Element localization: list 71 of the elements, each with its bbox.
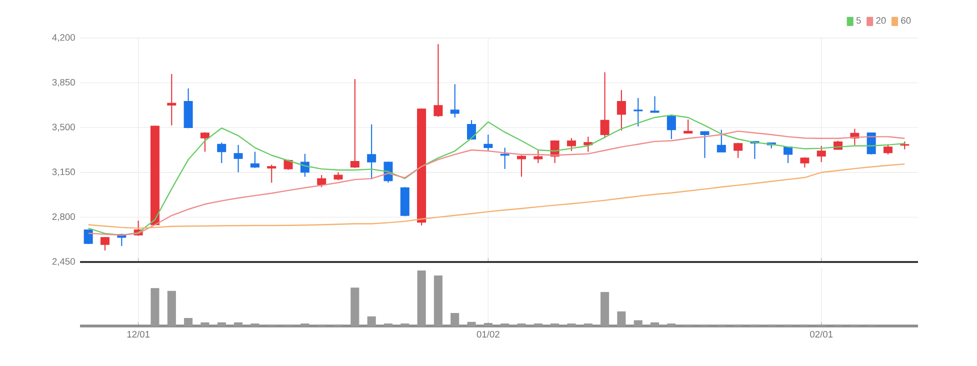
bar — [400, 324, 410, 326]
y-tick-label: 3,150 — [52, 168, 75, 176]
candlestick — [167, 73, 176, 126]
legend-label: 20 — [876, 17, 886, 24]
candlestick — [516, 154, 526, 178]
candlestick — [200, 132, 210, 152]
x-tick-label: 01/02 — [476, 330, 500, 338]
candlestick — [666, 114, 676, 140]
x-tick-label: 12/01 — [127, 330, 150, 338]
candlestick — [700, 130, 710, 158]
candlestick — [100, 236, 110, 252]
bar — [650, 322, 660, 326]
candlestick — [467, 120, 476, 140]
bar — [300, 324, 310, 326]
bar — [367, 316, 376, 326]
bar — [634, 320, 642, 326]
candlestick — [434, 44, 443, 118]
bar — [250, 324, 260, 326]
bar — [234, 322, 243, 326]
bar — [500, 324, 510, 326]
candlestick — [634, 97, 643, 127]
legend-label: 5 — [856, 17, 861, 24]
candlestick — [616, 90, 626, 132]
candlestick — [784, 146, 793, 164]
bar — [350, 288, 360, 326]
bar — [467, 322, 476, 326]
bar — [534, 324, 542, 326]
candlestick — [317, 174, 326, 188]
bar — [434, 275, 442, 326]
candlestick — [884, 144, 893, 156]
bar — [484, 322, 492, 326]
legend-label: 60 — [901, 17, 911, 24]
bar — [517, 324, 526, 326]
candlestick — [816, 145, 826, 163]
candlestick — [650, 96, 660, 114]
candlestick — [534, 150, 543, 164]
y-tick-label: 3,850 — [52, 78, 75, 87]
bar — [150, 288, 160, 326]
bar — [167, 290, 176, 326]
candlestick — [600, 72, 610, 139]
bar — [667, 324, 676, 326]
bar — [584, 324, 592, 326]
bar — [200, 322, 210, 326]
candlestick — [350, 78, 360, 168]
candlestick — [684, 118, 693, 134]
bar — [384, 324, 392, 326]
bar — [550, 324, 560, 326]
x-tick-label: 02/01 — [810, 330, 833, 338]
candlestick — [734, 142, 743, 158]
bar — [617, 311, 626, 326]
y-tick-label: 2,450 — [52, 258, 75, 266]
y-tick-label: 2,800 — [52, 213, 75, 222]
candlestick — [367, 124, 376, 180]
bar — [417, 270, 426, 326]
candlestick — [234, 144, 243, 173]
candlestick — [716, 129, 726, 153]
candlestick — [217, 142, 226, 164]
candlestick — [284, 159, 293, 170]
candlestick — [300, 153, 310, 178]
candlestick — [250, 151, 260, 168]
bar — [567, 324, 576, 326]
candlestick — [450, 84, 460, 118]
y-tick-label: 4,200 — [52, 34, 75, 42]
candlestick — [484, 134, 493, 152]
bar — [184, 318, 193, 326]
bar — [600, 292, 610, 326]
bar — [450, 313, 460, 326]
y-tick-label: 3,500 — [52, 124, 75, 132]
candlestick — [566, 138, 576, 152]
bar — [217, 322, 226, 326]
candlestick — [267, 164, 276, 184]
